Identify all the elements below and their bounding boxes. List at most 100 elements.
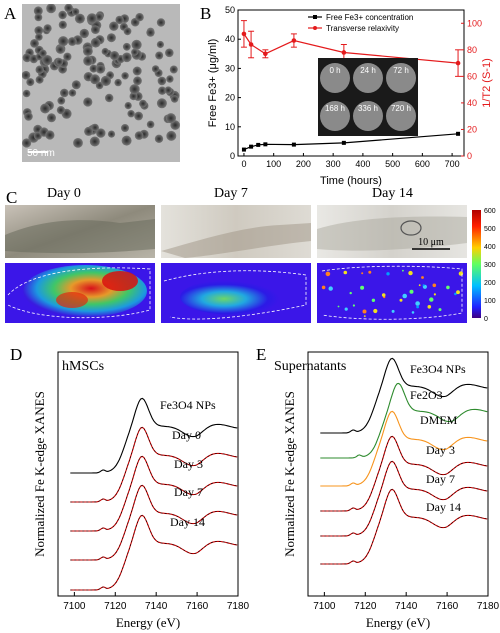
legend-marker-relax [313,26,317,30]
nanoparticle [56,45,65,54]
series-label: DMEM [420,413,458,427]
y-tick-right-label: 100 [467,18,482,28]
series-label: Day 3 [174,457,203,471]
nanoparticle [154,134,164,143]
nanoparticle [123,27,132,36]
xanes-curve [70,426,238,503]
x-tick-label: 7120 [354,601,377,612]
x-tick-label: 100 [266,159,281,169]
nanoparticle [109,51,120,61]
y-axis-left-label: Free Fe3+ (μg/ml) [207,39,219,128]
nanoparticle [74,13,85,24]
heatmap-spot [391,309,395,313]
heatmap-spot [363,315,366,317]
heatmap-spot [427,305,432,309]
nanoparticle [35,33,43,41]
x-tick-label: 700 [445,159,460,169]
heatmap-spot [344,307,348,311]
nanoparticle [68,89,77,97]
xanes-curve [320,357,488,434]
y-tick-right-label: 80 [467,45,477,55]
nanoparticle [89,64,98,73]
x-tick-label: 200 [296,159,311,169]
nanoparticle [33,6,43,16]
nanoparticle [133,76,142,86]
nanoparticle [30,39,39,48]
y-tick-left-label: 10 [225,122,235,132]
nanoparticle [26,78,35,87]
heatmap-spot [418,284,421,287]
tem-image [22,4,180,162]
data-point-fe [341,140,346,145]
nanoparticle [134,111,143,121]
heatmap-spot [432,283,437,288]
nanoparticle [55,58,64,66]
nanoparticle [71,80,81,90]
nanoparticle [73,138,83,148]
y-tick-right-label: 60 [467,71,477,81]
x-tick-label: 7180 [477,601,500,612]
heatmap-spot [402,293,408,299]
mri-phantom-label: 336 h [358,104,378,113]
series-label: Fe2O3 [410,388,443,402]
x-axis-label-d: Energy (eV) [116,615,180,630]
nanoparticle [43,24,52,33]
heatmap-spot [429,297,434,302]
data-point-fe [249,144,254,149]
data-point-fe [263,142,268,147]
heatmap-spot [325,271,331,277]
x-tick-label: 0 [241,159,246,169]
heatmap-spot [416,305,419,309]
data-point-relax [248,42,254,47]
heatmap-spot [362,309,367,314]
colorbar-tick-label: 600 [484,208,496,215]
xanes-curve [70,514,238,591]
y-tick-right-label: 0 [467,151,472,161]
mri-phantom [386,63,416,93]
nanoparticle [165,48,174,58]
nanoparticle [83,56,93,66]
relaxivity-chart: 0 100 200 300 400 500 600 700010203040500204060… [207,5,493,187]
nanoparticle [135,13,144,22]
nanoparticle [151,65,160,73]
series-label: Fe3O4 NPs [160,398,216,412]
x-tick-label: 7120 [104,601,127,612]
nanoparticle [106,33,116,43]
heatmap-spot [399,298,403,302]
heatmap-spot [360,285,365,290]
x-tick-label: 7100 [63,601,86,612]
x-axis-label-e: Energy (eV) [366,615,430,630]
series-label: Day 7 [426,472,455,486]
plot-frame-e [307,351,489,597]
colorbar [472,210,481,318]
panel-e-title: Supernatants [274,359,346,374]
heatmap-spot [321,285,326,290]
nanoparticle [58,36,69,47]
nanoparticle [129,84,140,95]
xanes-fit [70,427,238,503]
heatmap-spot [409,289,414,294]
heatmap-spot [411,311,415,314]
x-tick-label: 400 [355,159,370,169]
x-tick-label: 7160 [436,601,459,612]
nanoparticle [83,97,93,107]
x-tick-label: 300 [326,159,341,169]
x-tick-label: 7160 [186,601,209,612]
y-axis-label-d: Normalized Fe K-edge XANES [32,391,47,557]
nanoparticle [90,74,100,85]
nanoparticle [164,86,173,94]
legend-marker-fe [313,15,317,19]
xanes-fit [320,489,488,565]
nanoparticle [169,65,178,74]
panel-letter-c: C [6,188,18,207]
nanoparticle [35,75,44,84]
heatmap-spot [433,293,436,296]
panel-d-title: hMSCs [62,359,104,374]
x-tick-label: 7180 [227,601,250,612]
xanes-curve [70,455,238,532]
nanoparticle [131,48,139,56]
mri-phantom-label: 168 h [325,104,345,113]
plot-frame [237,9,465,157]
nanoparticle [158,86,167,95]
x-tick-label: 500 [385,159,400,169]
